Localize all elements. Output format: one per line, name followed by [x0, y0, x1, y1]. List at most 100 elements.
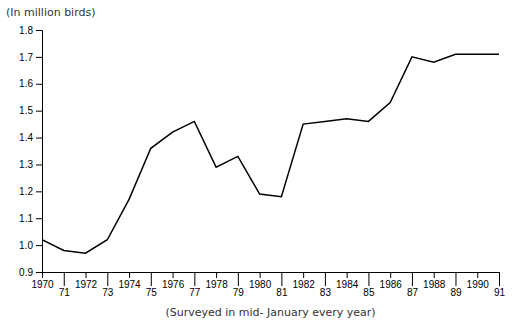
x-tick-mark [477, 272, 478, 278]
x-tick-mark [455, 272, 456, 286]
x-tick-mark [86, 272, 87, 278]
x-axis-line [43, 273, 500, 279]
x-tick: 89 [450, 272, 462, 298]
y-tick-mark [36, 245, 42, 246]
y-axis-title: (In million birds) [6, 6, 96, 19]
y-tick-label: 1.0 [19, 240, 33, 251]
y-tick-mark [36, 218, 42, 219]
y-tick: 1.3 [19, 159, 42, 170]
x-tick-label: 91 [494, 287, 506, 298]
y-tick-label: 1.4 [19, 132, 33, 143]
x-tick-label: 73 [102, 287, 114, 298]
x-tick: 1980 [249, 272, 272, 290]
x-axis-title: (Surveyed in mid- January every year) [165, 306, 375, 319]
x-tick-label: 1976 [162, 279, 185, 290]
x-tick: 1972 [75, 272, 98, 290]
x-tick-label: 1978 [205, 279, 228, 290]
x-tick-mark [194, 272, 195, 286]
y-tick: 1.2 [19, 186, 42, 197]
y-tick-mark [36, 111, 42, 112]
y-tick: 1.0 [19, 240, 42, 251]
x-tick-label: 1980 [249, 279, 272, 290]
y-axis: 0.91.01.11.21.31.41.51.61.71.8 [19, 25, 42, 278]
x-tick-mark [64, 272, 65, 286]
x-tick: 1990 [467, 272, 490, 290]
y-tick-label: 1.5 [19, 105, 33, 116]
plot: 1970 71 1972 73 1974 75 1976 77 1978 79 1980 81 1982… [19, 25, 505, 298]
x-tick: 1978 [205, 272, 228, 290]
y-tick-label: 1.3 [19, 159, 33, 170]
marks [42, 54, 499, 253]
x-tick: 1982 [293, 272, 316, 290]
x-tick-mark [412, 272, 413, 286]
x-tick-mark [499, 272, 500, 286]
x-tick: 91 [494, 272, 506, 298]
x-tick-label: 1988 [423, 279, 446, 290]
x-tick: 1976 [162, 272, 185, 290]
x-tick: 79 [233, 272, 245, 298]
x-tick: 1974 [118, 272, 141, 290]
x-tick-mark [281, 272, 282, 286]
x-tick: 1986 [380, 272, 403, 290]
x-tick: 83 [320, 272, 332, 298]
y-tick-label: 1.7 [19, 52, 33, 63]
y-tick: 1.6 [19, 78, 42, 89]
y-axis-line [36, 31, 43, 273]
x-tick-label: 83 [320, 287, 332, 298]
y-tick-mark [36, 138, 42, 139]
x-axis: 1970 71 1972 73 1974 75 1976 77 1978 79 1980 81 1982… [31, 272, 505, 298]
y-tick-label: 1.2 [19, 186, 33, 197]
x-tick-label: 77 [189, 287, 201, 298]
x-tick: 87 [407, 272, 419, 298]
x-tick-label: 1990 [467, 279, 490, 290]
x-tick-label: 85 [363, 287, 375, 298]
y-tick: 1.8 [19, 25, 42, 36]
y-tick-mark [36, 84, 42, 85]
x-tick: 81 [276, 272, 288, 298]
x-tick-mark [368, 272, 369, 286]
x-tick: 71 [59, 272, 71, 298]
y-tick-mark [36, 272, 42, 273]
x-tick-mark [325, 272, 326, 286]
x-tick-mark [303, 272, 304, 278]
x-tick-mark [107, 272, 108, 286]
x-tick-mark [390, 272, 391, 278]
x-tick: 85 [363, 272, 375, 298]
y-tick-label: 1.6 [19, 78, 33, 89]
y-tick: 1.1 [19, 213, 42, 224]
x-tick-mark [347, 272, 348, 278]
y-tick: 1.4 [19, 132, 42, 143]
x-tick-mark [151, 272, 152, 286]
y-tick: 1.5 [19, 105, 42, 116]
x-tick-mark [216, 272, 217, 278]
x-tick: 77 [189, 272, 201, 298]
x-tick: 73 [102, 272, 114, 298]
y-tick-mark [36, 57, 42, 58]
x-tick-label: 1974 [118, 279, 141, 290]
y-tick-label: 1.1 [19, 213, 33, 224]
x-tick: 1984 [336, 272, 359, 290]
x-tick: 75 [146, 272, 158, 298]
x-tick-label: 1982 [293, 279, 316, 290]
x-tick-label: 71 [59, 287, 71, 298]
chart: 1970 71 1972 73 1974 75 1976 77 1978 79 1980 81 1982… [0, 0, 517, 324]
x-tick: 1970 [31, 272, 54, 290]
x-tick-label: 79 [233, 287, 245, 298]
x-tick-mark [173, 272, 174, 278]
data-line [42, 54, 499, 253]
x-tick-label: 89 [450, 287, 462, 298]
x-tick: 1988 [423, 272, 446, 290]
x-tick-label: 81 [276, 287, 288, 298]
y-tick: 1.7 [19, 52, 42, 63]
x-tick-label: 75 [146, 287, 158, 298]
x-tick-label: 1970 [31, 279, 54, 290]
y-tick-mark [36, 164, 42, 165]
y-tick-mark [36, 191, 42, 192]
x-tick-label: 1986 [380, 279, 403, 290]
x-tick-label: 1972 [75, 279, 98, 290]
x-tick-mark [238, 272, 239, 286]
x-tick-mark [260, 272, 261, 278]
y-tick-label: 1.8 [19, 25, 33, 36]
x-tick-label: 1984 [336, 279, 359, 290]
x-tick-mark [434, 272, 435, 278]
